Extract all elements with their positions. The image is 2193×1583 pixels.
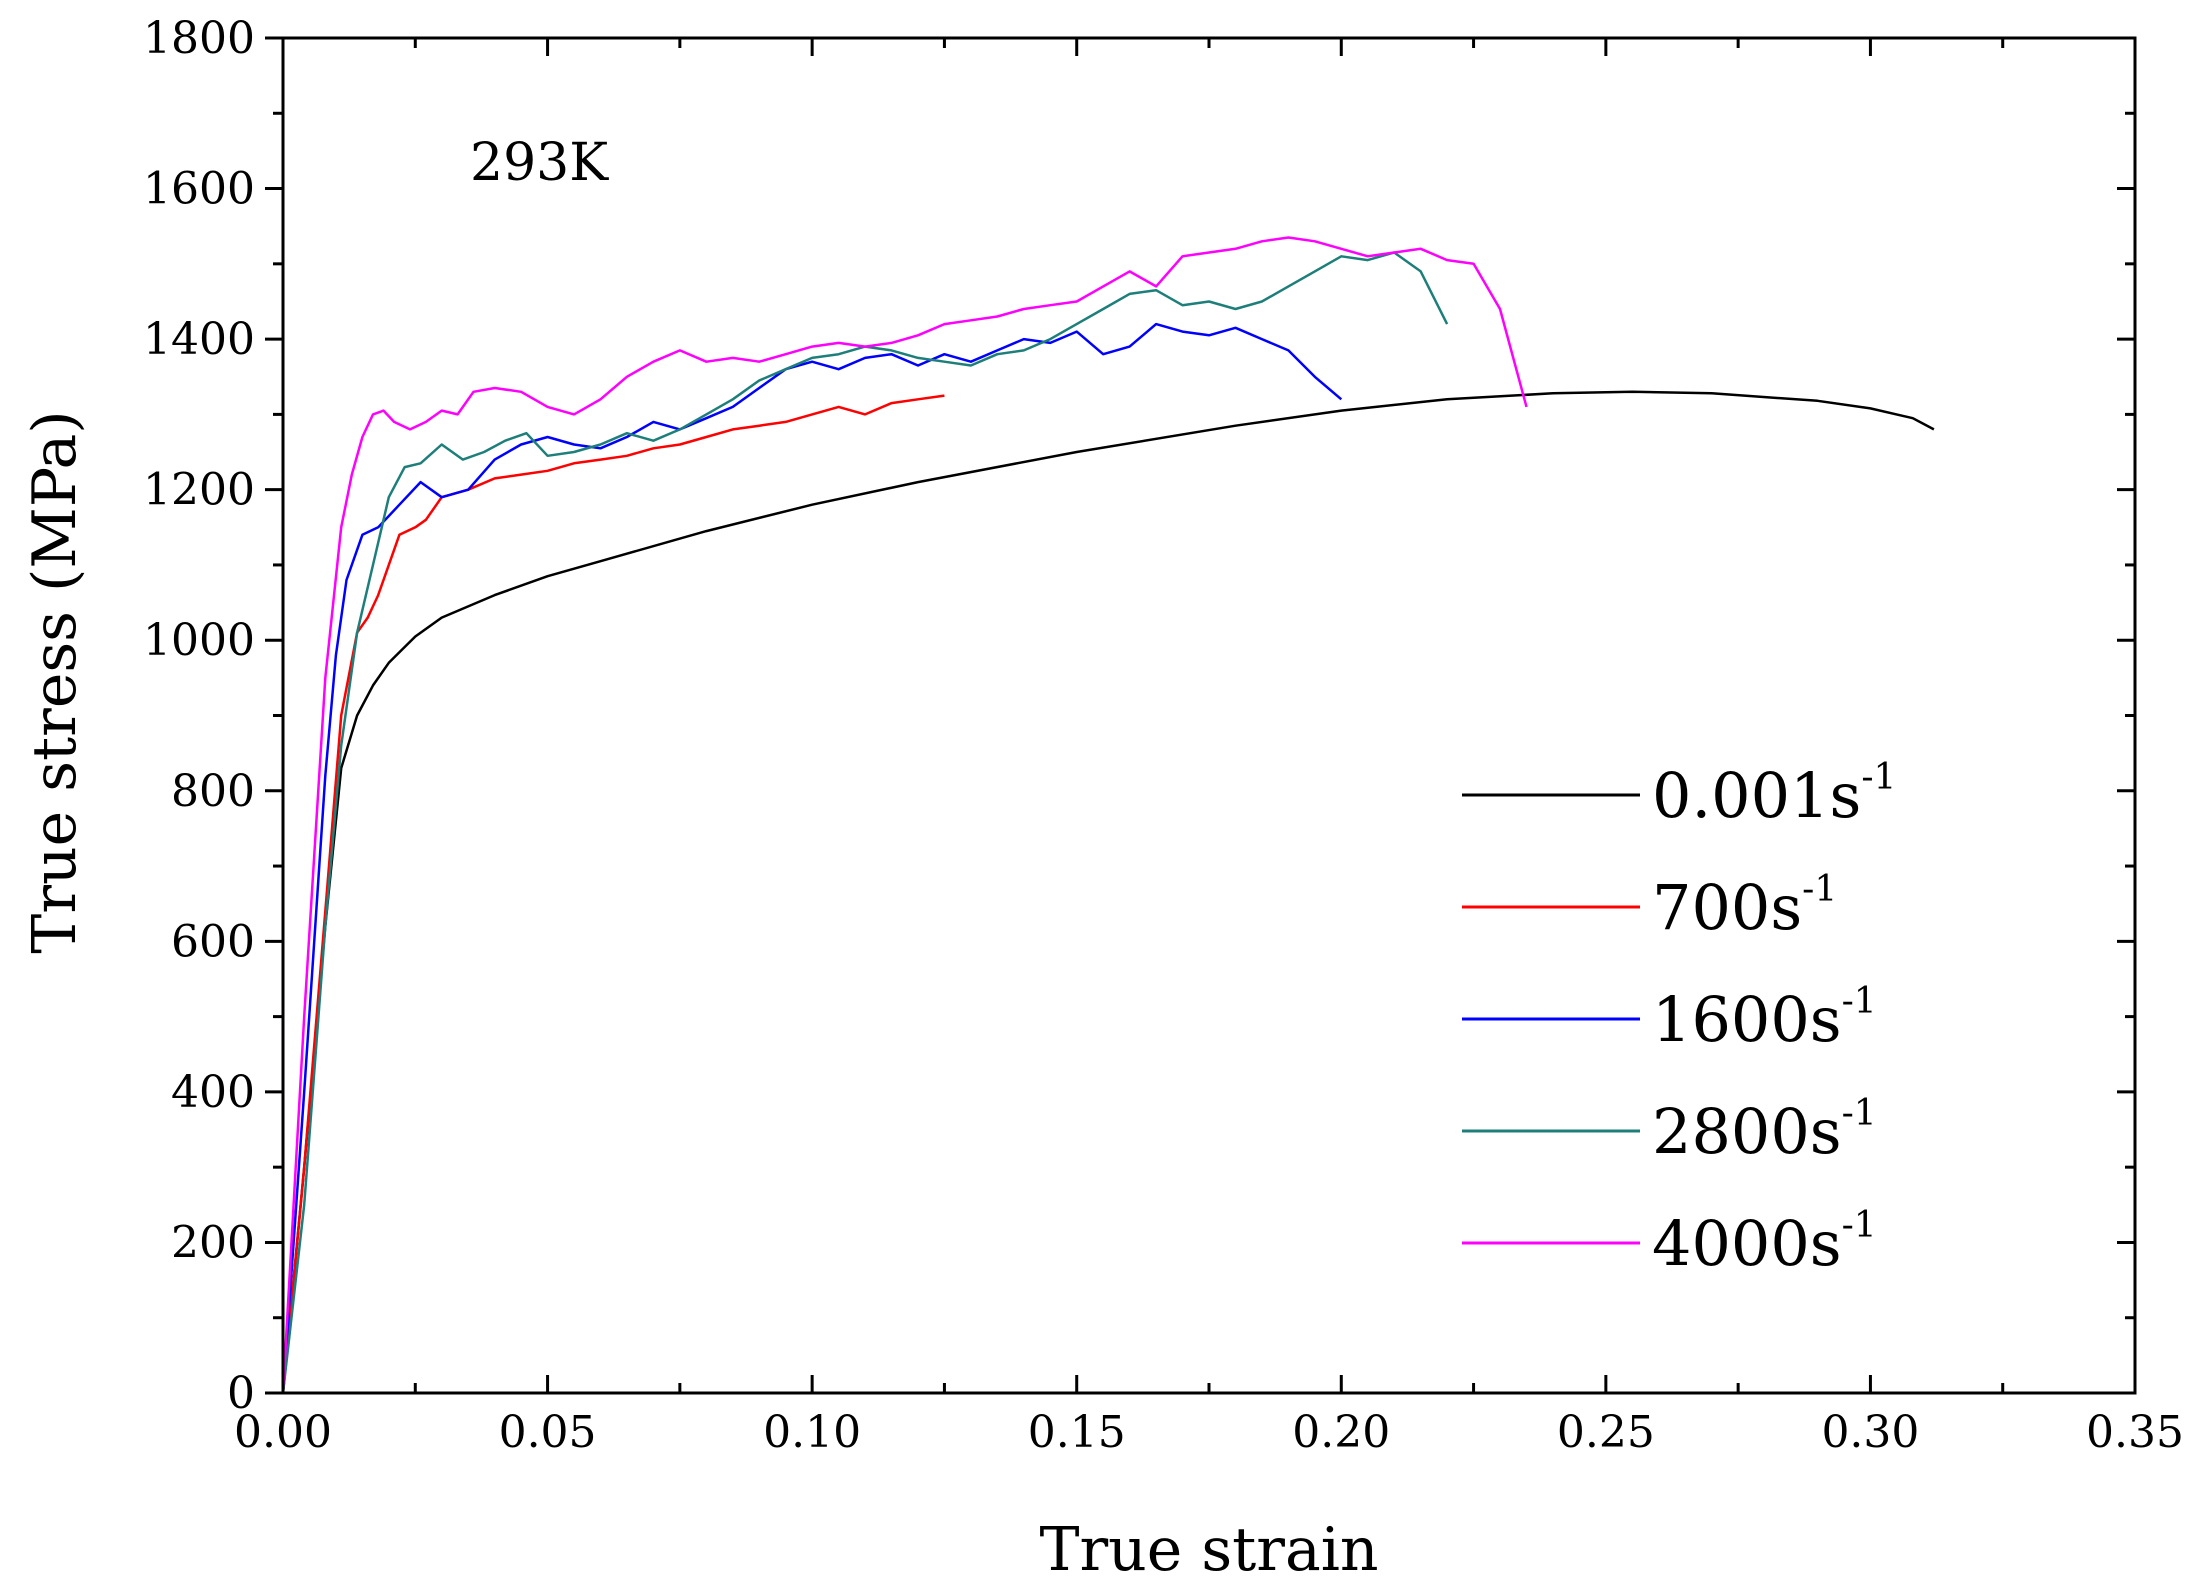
x-tick-label: 0.00 bbox=[234, 1407, 332, 1458]
y-tick-label: 1800 bbox=[143, 13, 255, 64]
series-line-1600s bbox=[281, 322, 1343, 1394]
series-line-700s bbox=[281, 394, 945, 1394]
x-tick-label: 0.15 bbox=[1028, 1407, 1126, 1458]
y-tick-label: 1400 bbox=[143, 314, 255, 365]
legend-label-4000s: 4000s-1 bbox=[1652, 1205, 1877, 1280]
legend-superscript: -1 bbox=[1861, 757, 1896, 798]
series-line-0001s bbox=[281, 390, 1935, 1394]
x-tick-label: 0.35 bbox=[2086, 1407, 2184, 1458]
y-tick-label: 0 bbox=[227, 1368, 255, 1419]
x-tick-labels: 0.00 0.05 0.10 0.15 0.20 0.25 0.30 0.35 bbox=[234, 1407, 2184, 1458]
legend-superscript: -1 bbox=[1842, 981, 1877, 1022]
x-tick-label: 0.05 bbox=[499, 1407, 597, 1458]
y-tick-labels: 0 200 400 600 800 1000 1200 1400 1600 1800 bbox=[143, 13, 255, 1419]
legend-superscript: -1 bbox=[1842, 1093, 1877, 1134]
legend-label-1600s: 1600s-1 bbox=[1652, 981, 1877, 1056]
series-group bbox=[281, 236, 1935, 1394]
x-tick-label: 0.30 bbox=[1821, 1407, 1919, 1458]
legend-label-2800s: 2800s-1 bbox=[1652, 1093, 1877, 1168]
legend-superscript: -1 bbox=[1802, 869, 1837, 910]
temperature-annotation: 293K bbox=[470, 133, 609, 193]
x-tick-label: 0.20 bbox=[1292, 1407, 1390, 1458]
legend-label-0001s: 0.001s-1 bbox=[1652, 757, 1896, 832]
x-axis-title: True strain bbox=[1039, 1515, 1378, 1583]
axis-ticks-group bbox=[265, 36, 2137, 1395]
y-axis-title: True stress (MPa) bbox=[20, 410, 90, 953]
y-tick-label: 1000 bbox=[143, 615, 255, 666]
x-tick-label: 0.25 bbox=[1557, 1407, 1655, 1458]
y-tick-label: 1600 bbox=[143, 164, 255, 215]
y-tick-label: 1200 bbox=[143, 465, 255, 516]
series-line-4000s bbox=[281, 236, 1528, 1394]
y-tick-label: 600 bbox=[171, 916, 255, 967]
x-tick-label: 0.10 bbox=[763, 1407, 861, 1458]
legend-superscript: -1 bbox=[1842, 1205, 1877, 1246]
y-tick-label: 800 bbox=[171, 766, 255, 817]
y-tick-label: 200 bbox=[171, 1217, 255, 1268]
y-tick-label: 400 bbox=[171, 1067, 255, 1118]
series-line-2800s bbox=[281, 251, 1449, 1394]
